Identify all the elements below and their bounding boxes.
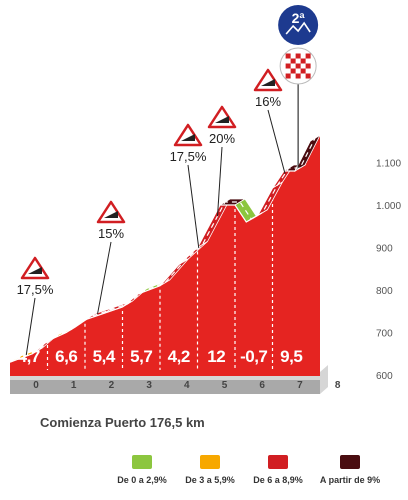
ramp-warning-icon xyxy=(96,200,126,224)
ramp-slope-glyph xyxy=(181,134,195,141)
km-gradient-value: 4,2 xyxy=(168,347,190,366)
ramp-slope-glyph xyxy=(28,267,42,274)
km-gradient-value: 5,4 xyxy=(93,347,116,366)
ramp-leader-line xyxy=(267,109,286,174)
checkered-square xyxy=(285,53,291,59)
y-tick-label: 800 xyxy=(376,286,393,297)
ramp-percentage: 15% xyxy=(98,226,124,241)
y-tick-label: 600 xyxy=(376,371,393,382)
km-gradient-value: 4,7 xyxy=(18,347,40,366)
checkered-square xyxy=(305,73,311,79)
legend-item-red: De 6 a 8,9% xyxy=(228,455,328,485)
legend-item-orange: De 3 a 5,9% xyxy=(160,455,260,485)
checkered-pattern xyxy=(285,53,311,79)
x-tick-label: 8 xyxy=(335,380,341,391)
y-tick-label: 1.100 xyxy=(376,159,401,170)
profile-outline xyxy=(9,140,311,363)
checkered-square xyxy=(285,63,291,69)
x-tick-label: 5 xyxy=(222,380,228,391)
ramp-percentage: 16% xyxy=(255,94,281,109)
km-gradient-value: 5,7 xyxy=(130,347,152,366)
ramp-slope-glyph xyxy=(104,211,118,218)
checkered-square xyxy=(300,68,306,74)
ramp-leader-line xyxy=(25,297,36,356)
ramp-slope-glyph xyxy=(215,116,229,123)
y-tick-label: 700 xyxy=(376,329,393,340)
legend-label: De 6 a 8,9% xyxy=(253,475,303,485)
profile-body xyxy=(10,135,320,376)
ramp-percentage: 20% xyxy=(209,131,235,146)
ramp-leader-line xyxy=(97,241,112,315)
ribbon-centre-line xyxy=(14,137,316,360)
category-badge-label: 2ª xyxy=(292,10,306,26)
ramp-leader-line xyxy=(187,164,200,248)
legend-swatch-red xyxy=(268,455,288,469)
altitude-profile-chart: 4,7 6,6 5,4 5,7 4,2 12 -0,7 9,50 1 2 3 4 5 6 7 86007008… xyxy=(9,5,401,430)
km-gradient-value: 9,5 xyxy=(280,347,302,366)
checkered-square xyxy=(305,63,311,69)
ramp-warning-icon xyxy=(20,256,50,280)
y-tick-label: 1.000 xyxy=(376,201,401,212)
ramp-warning-icon xyxy=(253,68,283,92)
checkered-square xyxy=(285,73,291,79)
km-gradient-value: -0,7 xyxy=(240,347,267,366)
category-badge xyxy=(278,5,319,45)
x-tick-label: 1 xyxy=(71,380,77,391)
checkered-square xyxy=(290,58,296,64)
ramp-warning-icon xyxy=(207,105,237,129)
ramp-percentage: 17,5% xyxy=(170,149,207,164)
legend-label: De 3 a 5,9% xyxy=(185,475,235,485)
legend-label: A partir de 9% xyxy=(319,475,381,485)
checkered-square xyxy=(300,58,306,64)
legend-swatch-orange xyxy=(200,455,220,469)
legend-swatch-darkred xyxy=(340,455,360,469)
checkered-square xyxy=(295,53,301,59)
ramp-percentage: 17,5% xyxy=(17,282,54,297)
x-tick-label: 2 xyxy=(109,380,115,391)
km-gradient-value: 12 xyxy=(207,347,225,366)
legend-item-darkred: A partir de 9% xyxy=(300,455,400,485)
x-tick-label: 6 xyxy=(259,380,265,391)
ramp-slope-glyph xyxy=(261,79,275,86)
checkered-square xyxy=(295,63,301,69)
km-gradient-value: 6,6 xyxy=(55,347,77,366)
legend-swatch-green xyxy=(132,455,152,469)
ground-base-side xyxy=(10,380,320,394)
x-tick-label: 7 xyxy=(297,380,303,391)
x-tick-label: 4 xyxy=(184,380,190,391)
checkered-square xyxy=(290,68,296,74)
legend-label: De 0 a 2,9% xyxy=(117,475,167,485)
x-tick-label: 3 xyxy=(146,380,152,391)
checkered-square xyxy=(305,53,311,59)
ramp-leader-line xyxy=(217,146,223,217)
gradient-legend: De 0 a 2,9% De 3 a 5,9% De 6 a 8,9% A pa… xyxy=(0,455,408,500)
ramp-warning-icon xyxy=(173,123,203,147)
legend-item-green: De 0 a 2,9% xyxy=(92,455,192,485)
x-axis-caption: Comienza Puerto 176,5 km xyxy=(40,415,205,430)
y-tick-label: 900 xyxy=(376,244,393,255)
mountain-icon xyxy=(285,21,311,35)
checkered-square xyxy=(295,73,301,79)
x-tick-label: 0 xyxy=(33,380,39,391)
